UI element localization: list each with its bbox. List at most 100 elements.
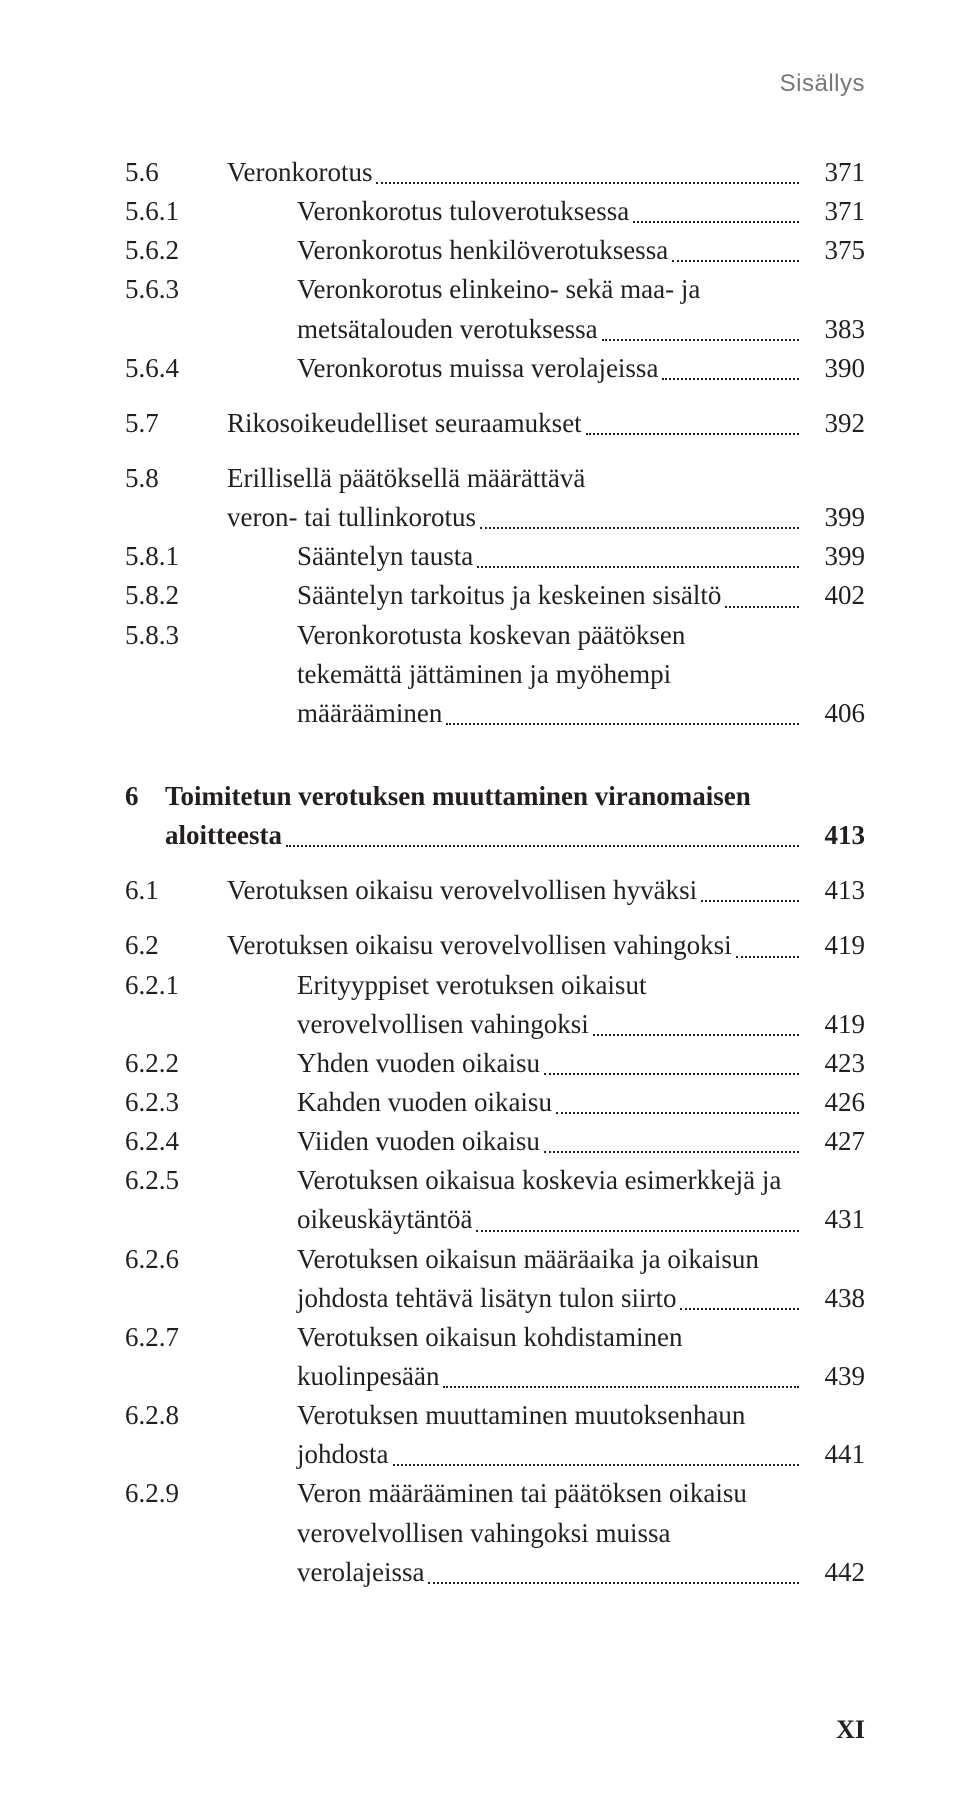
toc-page: 406 [805, 694, 865, 733]
toc-number: 6.2.2 [125, 1044, 297, 1083]
leader-dots [446, 723, 799, 725]
leader-dots [428, 1582, 799, 1584]
toc-label: Verotuksen oikaisun määräaika ja oikaisu… [297, 1240, 759, 1279]
toc-chapter-row-cont: aloitteesta 413 [125, 816, 865, 855]
toc-row-cont: verovelvollisen vahingoksi 419 [125, 1005, 865, 1044]
toc-chapter-row: 6 Toimitetun verotuksen muuttaminen vira… [125, 777, 865, 816]
toc-row: 6.2.4 Viiden vuoden oikaisu 427 [125, 1122, 865, 1161]
toc-label: Veronkorotus [227, 153, 372, 192]
toc-row-cont: metsätalouden verotuksessa 383 [125, 310, 865, 349]
toc-label: johdosta [297, 1435, 389, 1474]
toc-row-cont: oikeuskäytäntöä 431 [125, 1200, 865, 1239]
leader-dots [544, 1151, 799, 1153]
toc-label: määrääminen [297, 694, 442, 733]
toc-row: 5.8 Erillisellä päätöksellä määrättävä [125, 459, 865, 498]
toc-row-cont: veron- tai tullinkorotus 399 [125, 498, 865, 537]
toc-page: 399 [805, 537, 865, 576]
toc-row: 5.8.2 Sääntelyn tarkoitus ja keskeinen s… [125, 576, 865, 615]
toc-row-cont: kuolinpesään 439 [125, 1357, 865, 1396]
toc-number: 5.6.3 [125, 270, 297, 309]
toc-row: 5.8.3 Veronkorotusta koskevan päätöksen [125, 616, 865, 655]
toc-number: 6.2.5 [125, 1161, 297, 1200]
toc-label: Veronkorotus tuloverotuksessa [297, 192, 629, 231]
toc-number: 6.2.8 [125, 1396, 297, 1435]
toc-label: Verotuksen oikaisu verovelvollisen hyväk… [227, 871, 697, 910]
leader-dots [701, 900, 799, 902]
toc-row: 5.7 Rikosoikeudelliset seuraamukset 392 [125, 404, 865, 443]
page-folio: XI [836, 1715, 865, 1745]
toc-label: Verotuksen oikaisun kohdistaminen [297, 1318, 682, 1357]
toc-label: verovelvollisen vahingoksi muissa [297, 1514, 670, 1553]
toc-label: Sääntelyn tarkoitus ja keskeinen sisältö [297, 576, 721, 615]
toc-row: 6.2.5 Verotuksen oikaisua koskevia esime… [125, 1161, 865, 1200]
toc-label: Viiden vuoden oikaisu [297, 1122, 540, 1161]
toc-row-cont: johdosta 441 [125, 1435, 865, 1474]
toc-label: tekemättä jättäminen ja myöhempi [297, 655, 671, 694]
toc-row: 6.2.8 Verotuksen muuttaminen muutoksenha… [125, 1396, 865, 1435]
toc-page: 439 [805, 1357, 865, 1396]
leader-dots [443, 1386, 799, 1388]
toc-number: 6.2.7 [125, 1318, 297, 1357]
leader-dots [725, 606, 799, 608]
toc-page: 419 [805, 926, 865, 965]
toc-row: 5.6.3 Veronkorotus elinkeino- sekä maa- … [125, 270, 865, 309]
leader-dots [680, 1308, 799, 1310]
leader-dots [393, 1464, 800, 1466]
toc-number: 5.8.3 [125, 616, 297, 655]
toc-number: 6.2 [125, 926, 227, 965]
leader-dots [662, 378, 799, 380]
toc-label: Kahden vuoden oikaisu [297, 1083, 552, 1122]
toc-page: 427 [805, 1122, 865, 1161]
toc-page: 371 [805, 192, 865, 231]
toc-row: 6.1 Verotuksen oikaisu verovelvollisen h… [125, 871, 865, 910]
leader-dots [556, 1112, 799, 1114]
toc-number: 5.6.1 [125, 192, 297, 231]
toc-number: 6.2.4 [125, 1122, 297, 1161]
toc-label: johdosta tehtävä lisätyn tulon siirto [297, 1279, 676, 1318]
toc-label: metsätalouden verotuksessa [297, 310, 598, 349]
toc-page: 371 [805, 153, 865, 192]
toc-label: verolajeissa [297, 1553, 424, 1592]
toc-number: 6.2.1 [125, 966, 297, 1005]
toc-label: oikeuskäytäntöä [297, 1200, 472, 1239]
toc-label: Erityyppiset verotuksen oikaisut [297, 966, 646, 1005]
toc-row: 5.6.4 Veronkorotus muissa verolajeissa 3… [125, 349, 865, 388]
toc-page: 390 [805, 349, 865, 388]
toc-label: Yhden vuoden oikaisu [297, 1044, 540, 1083]
leader-dots [477, 566, 799, 568]
toc-row-cont: tekemättä jättäminen ja myöhempi [125, 655, 865, 694]
toc-number: 6.2.3 [125, 1083, 297, 1122]
leader-dots [476, 1230, 799, 1232]
toc-label: Erillisellä päätöksellä määrättävä [227, 459, 585, 498]
leader-dots [480, 527, 799, 529]
leader-dots [286, 845, 799, 847]
toc-page: 399 [805, 498, 865, 537]
toc-label: Sääntelyn tausta [297, 537, 473, 576]
toc-page: 402 [805, 576, 865, 615]
toc-row-cont: verolajeissa 442 [125, 1553, 865, 1592]
toc-label: Verotuksen oikaisu verovelvollisen vahin… [227, 926, 732, 965]
leader-dots [376, 182, 799, 184]
toc-page: 383 [805, 310, 865, 349]
toc-label: Veronkorotus henkilöverotuksessa [297, 231, 668, 270]
toc-row: 6.2.1 Erityyppiset verotuksen oikaisut [125, 966, 865, 1005]
toc-page: 438 [805, 1279, 865, 1318]
toc-page: 419 [805, 1005, 865, 1044]
toc-page: 423 [805, 1044, 865, 1083]
toc-row: 5.6.1 Veronkorotus tuloverotuksessa 371 [125, 192, 865, 231]
toc-label: Verotuksen oikaisua koskevia esimerkkejä… [297, 1161, 781, 1200]
toc-page: 413 [805, 816, 865, 855]
toc-page: 442 [805, 1553, 865, 1592]
leader-dots [593, 1034, 799, 1036]
toc-label: Toimitetun verotuksen muuttaminen virano… [165, 777, 751, 816]
toc-label: aloitteesta [165, 816, 282, 855]
toc-row: 6.2 Verotuksen oikaisu verovelvollisen v… [125, 926, 865, 965]
toc-page: 413 [805, 871, 865, 910]
toc-row-cont: johdosta tehtävä lisätyn tulon siirto 43… [125, 1279, 865, 1318]
toc-number: 5.8.1 [125, 537, 297, 576]
toc-label: Veron määrääminen tai päätöksen oikaisu [297, 1474, 747, 1513]
toc-row: 6.2.3 Kahden vuoden oikaisu 426 [125, 1083, 865, 1122]
page: Sisällys 5.6 Veronkorotus 371 5.6.1 Vero… [0, 0, 960, 1800]
toc-label: Veronkorotus muissa verolajeissa [297, 349, 658, 388]
toc-row: 6.2.6 Verotuksen oikaisun määräaika ja o… [125, 1240, 865, 1279]
